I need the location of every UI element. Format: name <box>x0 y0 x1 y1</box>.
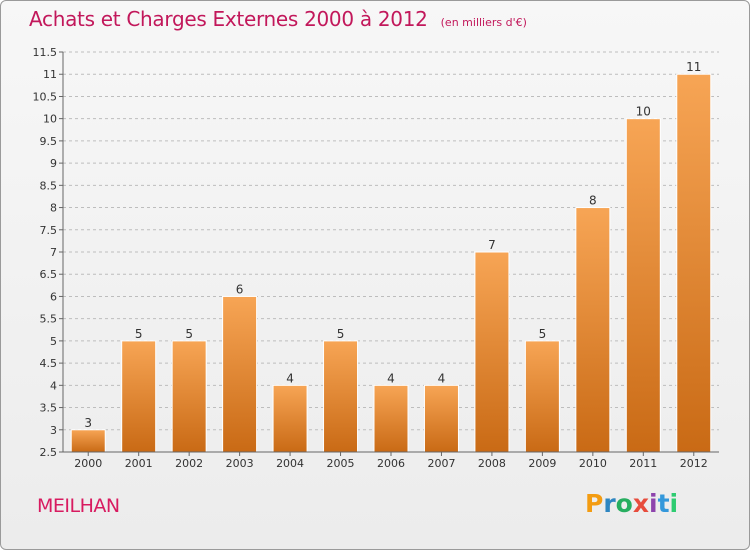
x-tick-label: 2007 <box>427 457 455 470</box>
data-label: 11 <box>686 60 701 74</box>
y-tick-label: 4 <box>50 379 57 392</box>
y-tick-label: 2.5 <box>40 446 58 459</box>
data-label: 5 <box>185 327 193 341</box>
bar <box>474 251 510 453</box>
logo-letter: i <box>669 489 679 518</box>
y-tick-label: 11 <box>43 68 57 81</box>
logo-letter: i <box>649 489 658 518</box>
title-row: Achats et Charges Externes 2000 à 2012 (… <box>29 7 527 31</box>
data-label: 3 <box>84 416 92 430</box>
y-tick-label: 7.5 <box>40 224 58 237</box>
logo-letter: t <box>657 489 670 518</box>
logo-letter: x <box>632 489 649 518</box>
x-tick-label: 2000 <box>74 457 102 470</box>
y-tick-label: 4.5 <box>40 357 58 370</box>
logo-letter: o <box>615 489 633 518</box>
data-label: 4 <box>438 371 446 385</box>
x-tick-label: 2010 <box>579 457 607 470</box>
bar <box>70 429 106 453</box>
bar <box>625 118 661 453</box>
x-tick-label: 2009 <box>528 457 556 470</box>
y-tick-label: 8.5 <box>40 179 58 192</box>
data-label: 6 <box>236 282 244 296</box>
data-label: 5 <box>337 327 345 341</box>
bar <box>373 384 409 453</box>
data-label: 4 <box>387 371 395 385</box>
bar <box>272 384 308 453</box>
data-label: 10 <box>636 105 651 119</box>
y-tick-label: 10.5 <box>33 90 58 103</box>
bar <box>323 340 359 453</box>
y-tick-label: 3 <box>50 424 57 437</box>
x-tick-label: 2001 <box>125 457 153 470</box>
y-tick-label: 11.5 <box>33 46 58 59</box>
x-tick-label: 2003 <box>226 457 254 470</box>
bar <box>121 340 157 453</box>
chart-subtitle: (en milliers d'€) <box>440 16 527 29</box>
bar <box>423 384 459 453</box>
proxiti-logo[interactable]: Proxiti <box>585 489 678 518</box>
data-label: 7 <box>488 238 496 252</box>
y-tick-label: 5 <box>50 335 57 348</box>
chart-title: Achats et Charges Externes 2000 à 2012 <box>29 7 428 31</box>
logo-letter: r <box>603 489 616 518</box>
data-label: 8 <box>589 194 597 208</box>
y-tick-label: 7 <box>50 246 57 259</box>
y-tick-label: 6.5 <box>40 268 58 281</box>
y-tick-label: 8 <box>50 202 57 215</box>
y-tick-label: 9.5 <box>40 135 58 148</box>
x-tick-label: 2008 <box>478 457 506 470</box>
commune-name: MEILHAN <box>37 495 120 517</box>
logo-letter: P <box>585 489 604 518</box>
y-tick-label: 10 <box>43 113 57 126</box>
y-tick-label: 5.5 <box>40 313 58 326</box>
bar <box>524 340 560 453</box>
data-label: 5 <box>135 327 143 341</box>
y-tick-label: 3.5 <box>40 402 58 415</box>
y-tick-label: 6 <box>50 290 57 303</box>
x-tick-label: 2005 <box>327 457 355 470</box>
data-label: 4 <box>286 371 294 385</box>
bar <box>222 295 258 453</box>
x-tick-label: 2004 <box>276 457 304 470</box>
x-tick-label: 2002 <box>175 457 203 470</box>
y-tick-label: 9 <box>50 157 57 170</box>
x-tick-label: 2011 <box>629 457 657 470</box>
bar <box>676 73 712 453</box>
x-tick-label: 2006 <box>377 457 405 470</box>
data-label: 5 <box>539 327 547 341</box>
x-tick-label: 2012 <box>680 457 708 470</box>
bar <box>171 340 207 453</box>
bar <box>575 207 611 453</box>
